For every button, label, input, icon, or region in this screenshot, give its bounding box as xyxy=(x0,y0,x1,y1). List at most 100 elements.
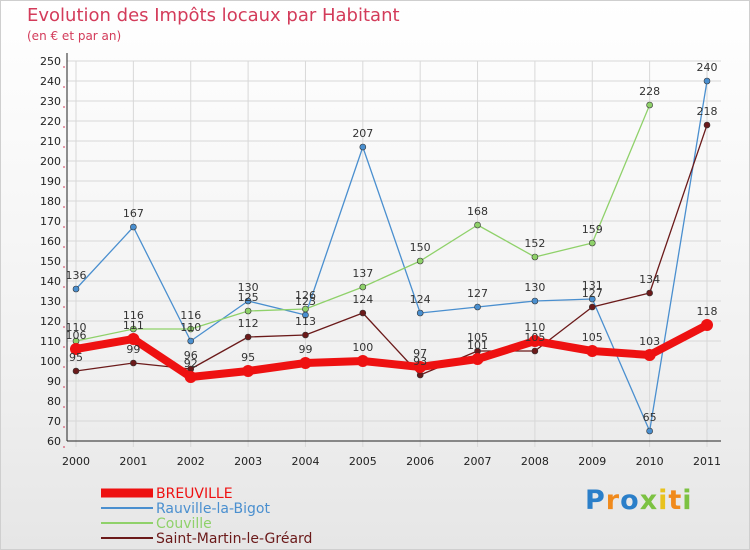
chart-title: Evolution des Impôts locaux par Habitant xyxy=(27,5,400,26)
x-tick-label: 2011 xyxy=(693,455,721,468)
data-label-saint-martin-le-gr-ard: 127 xyxy=(582,287,603,300)
y-tick-label: 170 xyxy=(40,215,61,228)
x-tick-label: 2005 xyxy=(349,455,377,468)
data-label-couville: 126 xyxy=(295,289,316,302)
data-point-breuville xyxy=(586,345,599,357)
data-label-saint-martin-le-gr-ard: 113 xyxy=(295,315,316,328)
legend-label-breuville: BREUVILLE xyxy=(156,486,233,502)
data-label-rauville-la-bigot: 130 xyxy=(238,281,259,294)
data-point-rauville-la-bigot xyxy=(531,297,539,305)
data-point-rauville-la-bigot xyxy=(244,297,252,305)
series-line-saint-martin-le-gr-ard xyxy=(75,124,708,376)
x-tick-label: 2008 xyxy=(521,455,549,468)
data-point-rauville-la-bigot xyxy=(187,337,195,345)
series-line-rauville-la-bigot xyxy=(75,80,708,432)
data-point-breuville xyxy=(242,365,255,377)
data-label-breuville: 105 xyxy=(582,331,603,344)
data-point-rauville-la-bigot xyxy=(588,295,596,303)
data-label-rauville-la-bigot: 130 xyxy=(524,281,545,294)
data-point-rauville-la-bigot xyxy=(474,303,481,311)
data-label-rauville-la-bigot: 124 xyxy=(410,293,431,306)
x-tick-label: 2000 xyxy=(62,455,90,468)
data-point-rauville-la-bigot xyxy=(130,223,137,231)
x-tick-label: 2002 xyxy=(177,455,205,468)
data-label-couville: 116 xyxy=(180,309,201,322)
y-tick-label: 140 xyxy=(40,275,61,288)
data-point-breuville xyxy=(184,371,197,383)
data-label-saint-martin-le-gr-ard: 93 xyxy=(413,355,427,368)
data-label-couville: 228 xyxy=(639,85,660,98)
data-label-breuville: 100 xyxy=(352,341,373,354)
data-point-saint-martin-le-gr-ard xyxy=(72,367,80,375)
data-point-rauville-la-bigot xyxy=(646,427,653,435)
data-label-saint-martin-le-gr-ard: 105 xyxy=(524,331,545,344)
data-point-breuville xyxy=(471,353,484,365)
data-point-saint-martin-le-gr-ard xyxy=(703,121,711,129)
data-label-couville: 168 xyxy=(467,205,488,218)
y-tick-label: 230 xyxy=(40,95,61,108)
data-label-saint-martin-le-gr-ard: 99 xyxy=(126,343,140,356)
data-point-rauville-la-bigot xyxy=(416,309,424,317)
data-point-saint-martin-le-gr-ard xyxy=(646,289,653,297)
data-label-saint-martin-le-gr-ard: 112 xyxy=(238,317,259,330)
data-label-rauville-la-bigot: 123 xyxy=(295,295,316,308)
data-label-couville: 137 xyxy=(352,267,373,280)
data-label-rauville-la-bigot: 131 xyxy=(582,279,603,292)
axes: 60 70 80 90 100 110 120 130 140 150 160 170 180 190 20… xyxy=(40,53,721,468)
data-label-saint-martin-le-gr-ard: 218 xyxy=(697,105,718,118)
y-tick-label: 220 xyxy=(40,115,61,128)
data-label-couville: 159 xyxy=(582,223,603,236)
data-label-breuville: 92 xyxy=(184,357,198,370)
y-tick-label: 90 xyxy=(47,375,61,388)
data-label-breuville: 110 xyxy=(524,321,545,334)
y-tick-label: 200 xyxy=(40,155,61,168)
data-label-rauville-la-bigot: 167 xyxy=(123,207,144,220)
data-label-rauville-la-bigot: 240 xyxy=(697,61,718,74)
gridlines xyxy=(67,60,721,447)
data-point-couville xyxy=(302,305,309,313)
data-label-rauville-la-bigot: 65 xyxy=(643,411,657,424)
data-point-saint-martin-le-gr-ard xyxy=(588,303,596,311)
series-line-breuville xyxy=(72,321,711,381)
data-point-couville xyxy=(416,257,424,265)
data-label-couville: 116 xyxy=(123,309,144,322)
data-point-saint-martin-le-gr-ard xyxy=(531,347,539,355)
proxiti-logo: Proxiti xyxy=(585,485,693,516)
data-label-rauville-la-bigot: 136 xyxy=(66,269,87,282)
y-tick-label: 80 xyxy=(47,395,61,408)
x-tick-label: 2006 xyxy=(406,455,434,468)
y-tick-label: 180 xyxy=(40,195,61,208)
data-label-breuville: 97 xyxy=(413,347,427,360)
data-point-saint-martin-le-gr-ard xyxy=(359,309,367,317)
y-tick-label: 130 xyxy=(40,295,61,308)
x-tick-label: 2001 xyxy=(119,455,147,468)
y-tick-label: 240 xyxy=(40,75,61,88)
data-label-couville: 152 xyxy=(524,237,545,250)
legend-label-rauville-la-bigot: Rauville-la-Bigot xyxy=(156,501,270,517)
data-label-breuville: 111 xyxy=(123,319,144,332)
data-label-rauville-la-bigot: 110 xyxy=(180,321,201,334)
data-point-couville xyxy=(130,325,137,333)
data-label-breuville: 103 xyxy=(639,335,660,348)
data-point-breuville xyxy=(70,343,82,355)
data-point-couville xyxy=(244,307,252,315)
y-tick-label: 100 xyxy=(40,355,61,368)
data-label-rauville-la-bigot: 127 xyxy=(467,287,488,300)
data-point-breuville xyxy=(356,355,369,367)
x-tick-label: 2004 xyxy=(291,455,319,468)
y-tick-label: 60 xyxy=(47,435,61,448)
data-point-couville xyxy=(531,253,539,261)
y-tick-label: 190 xyxy=(40,175,61,188)
y-tick-label: 70 xyxy=(47,415,61,428)
data-label-saint-martin-le-gr-ard: 124 xyxy=(352,293,373,306)
data-point-breuville xyxy=(528,335,541,347)
data-label-breuville: 99 xyxy=(298,343,312,356)
data-label-couville: 150 xyxy=(410,241,431,254)
data-point-couville xyxy=(646,101,653,109)
x-tick-label: 2010 xyxy=(636,455,664,468)
data-point-saint-martin-le-gr-ard xyxy=(130,359,137,367)
legend-label-saint-martin-le-gr-ard: Saint-Martin-le-Gréard xyxy=(156,531,312,547)
